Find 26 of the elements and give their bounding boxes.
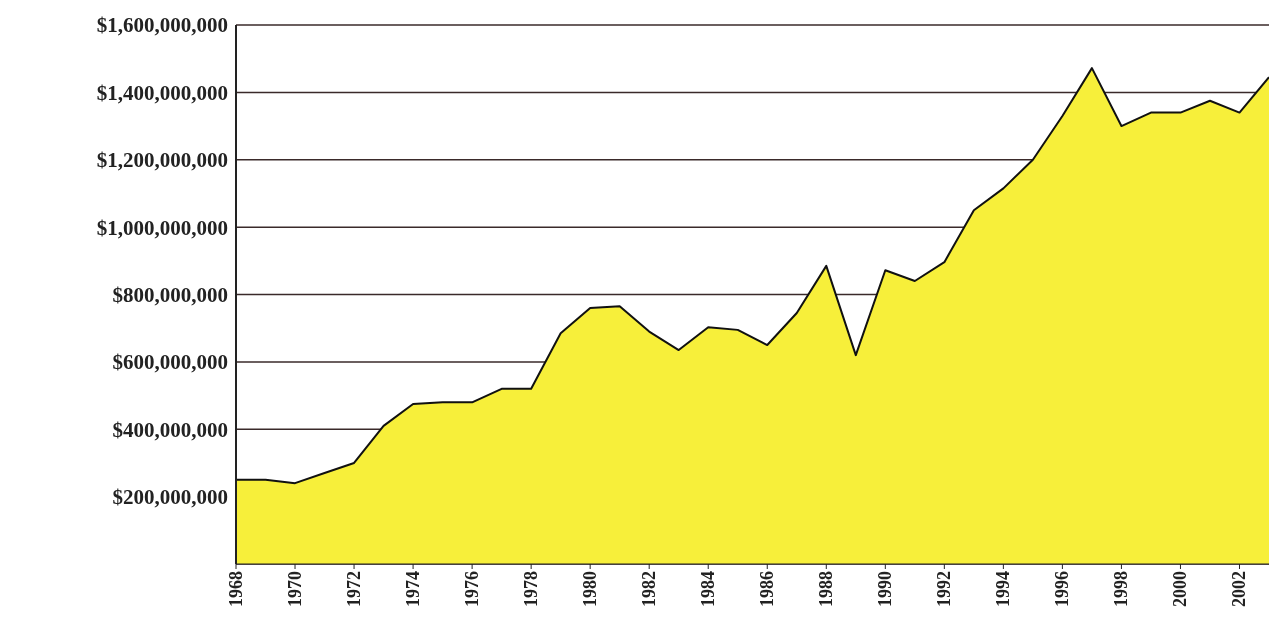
x-tick-label: 1978 xyxy=(520,571,541,607)
y-tick-label: $400,000,000 xyxy=(112,417,228,442)
x-tick-label: 1994 xyxy=(993,571,1014,607)
x-tick-label: 1974 xyxy=(402,571,423,607)
x-tick-label: 1996 xyxy=(1052,571,1073,607)
x-tick-label: 1972 xyxy=(343,571,364,607)
x-tick-label: 1984 xyxy=(698,571,719,607)
x-tick-label: 2002 xyxy=(1229,571,1250,607)
y-tick-label: $1,000,000,000 xyxy=(96,215,228,240)
x-tick-label: 1988 xyxy=(816,571,837,607)
y-tick-label: $1,600,000,000 xyxy=(96,13,228,38)
y-tick-label: $1,200,000,000 xyxy=(96,148,228,173)
x-tick-label: 1968 xyxy=(225,571,246,607)
x-tick-label: 1980 xyxy=(579,571,600,607)
x-tick-label: 1982 xyxy=(638,571,659,607)
x-tick-label: 1986 xyxy=(757,571,778,607)
x-tick-label: 2000 xyxy=(1170,571,1191,607)
y-tick-label: $600,000,000 xyxy=(112,350,228,375)
x-tick-label: 1998 xyxy=(1111,571,1132,607)
x-tick-label: 1970 xyxy=(284,571,305,607)
x-tick-label: 1992 xyxy=(934,571,955,607)
y-tick-label: $800,000,000 xyxy=(112,282,228,307)
x-tick-label: 1976 xyxy=(461,571,482,607)
x-tick-label: 1990 xyxy=(875,571,896,607)
y-tick-label: $1,400,000,000 xyxy=(96,80,228,105)
y-tick-label: $200,000,000 xyxy=(112,485,228,510)
